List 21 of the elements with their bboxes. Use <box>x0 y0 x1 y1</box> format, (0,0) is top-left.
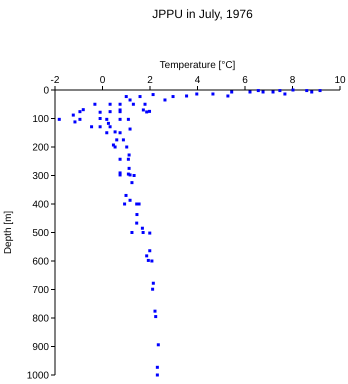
y-tick-label: 900 <box>32 342 50 353</box>
y-axis-title: Depth [m] <box>3 210 14 254</box>
y-tick-label: 200 <box>32 142 50 154</box>
y-tick-label: 500 <box>32 228 50 239</box>
x-tick-label: -2 <box>50 75 60 86</box>
y-tick-label: 300 <box>32 171 50 182</box>
y-tick-label: 600 <box>32 256 50 268</box>
y-tick-label: 400 <box>32 200 50 210</box>
y-tick-label: 0 <box>43 86 50 96</box>
y-tick-label: 1000 <box>26 370 50 382</box>
x-tick-label: 2 <box>147 75 154 86</box>
y-tick-label: 700 <box>32 285 50 296</box>
x-tick-label: 10 <box>334 75 346 86</box>
x-tick-label: 0 <box>100 75 106 86</box>
x-tick-label: 6 <box>242 75 248 86</box>
x-tick-label: 4 <box>194 75 201 86</box>
chart-title: JPPU in July, 1976 <box>152 7 254 21</box>
y-tick-label: 800 <box>32 314 50 324</box>
x-axis-title: Temperature [°C] <box>160 60 236 71</box>
x-tick-label: 8 <box>290 75 296 86</box>
y-tick-label: 100 <box>32 114 50 125</box>
